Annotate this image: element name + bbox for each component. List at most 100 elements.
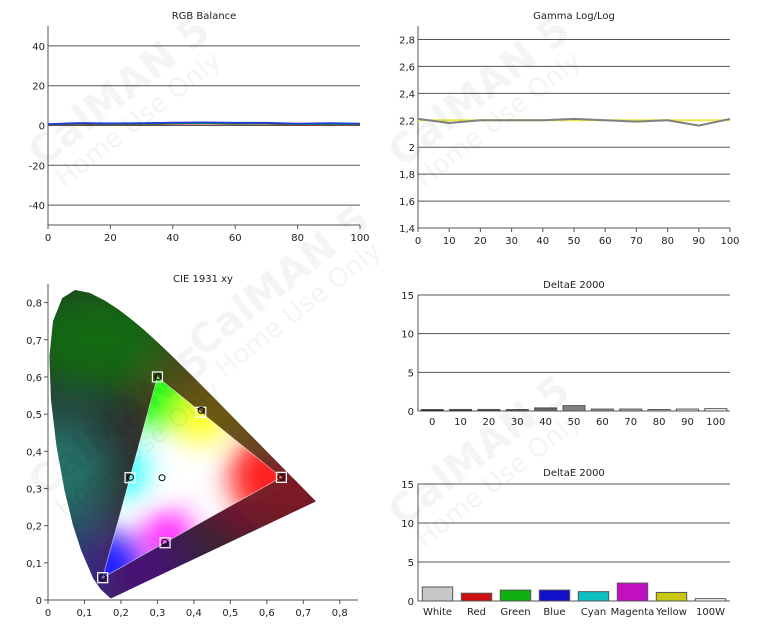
cie-chart: CIE 1931 xy 0 0,1 0,2 0,3 0,4 0,5 0,6 0,7 0,8 0 0,1… <box>0 262 378 636</box>
deltae-grayscale-svg: DeltaE 2000 0 5 10 15 0 10 20 30 40 50 60 70 80 90 100 <box>401 280 730 428</box>
cie-measured-point <box>158 474 166 482</box>
cie-target-marker <box>151 371 164 383</box>
cie-measured-point <box>126 473 134 481</box>
cie-y-tick-label: 0,4 <box>26 447 42 458</box>
deltae-color-x-tick-label: Blue <box>543 607 565 618</box>
deltae-color-title: DeltaE 2000 <box>543 468 605 479</box>
deltae-gray-y-tick-label: 0 <box>408 407 414 418</box>
cie-y-tick-label: 0,7 <box>26 336 42 347</box>
deltae-gray-x-tick-label: 40 <box>539 417 552 428</box>
cie-y-tick-label: 0 <box>36 596 42 607</box>
cie-target-marker <box>159 537 171 549</box>
rgb-x-tick-label: 0 <box>45 233 51 244</box>
gamma-x-tick-label: 90 <box>692 236 705 247</box>
cie-measured-point <box>99 574 107 582</box>
cie-y-tick-label: 0,2 <box>26 522 42 533</box>
deltae-gray-x-tick-label: 0 <box>429 417 435 428</box>
deltae-gray-bar <box>704 408 728 412</box>
cie-y-tick-label: 0,8 <box>26 299 42 310</box>
deltae-gray-bar <box>477 408 501 412</box>
rgb-y-tick-label: 20 <box>32 82 45 93</box>
cie-x-tick-label: 0,3 <box>149 608 165 619</box>
deltae-color-bar <box>655 591 688 602</box>
cie-target-marker <box>275 471 288 483</box>
cie-y-tick-label: 0,6 <box>26 373 42 384</box>
cie-target-marker <box>124 472 136 484</box>
deltae-gray-x-tick-label: 60 <box>596 417 609 428</box>
deltae-gray-x-tick-label: 70 <box>624 417 637 428</box>
deltae-color-x-tick-label: Magenta <box>611 607 655 618</box>
deltae-color-bar <box>616 582 649 602</box>
rgb-series-line-2 <box>47 121 361 126</box>
cie-measured-point <box>197 406 205 414</box>
cie-x-tick-label: 0,4 <box>186 608 202 619</box>
gamma-y-tick-label: 1,4 <box>399 224 415 235</box>
rgb-x-tick-label: 20 <box>104 233 117 244</box>
deltae-color-bar <box>577 591 610 602</box>
deltae-color-x-tick-label: 100W <box>696 607 725 618</box>
cie-title: CIE 1931 xy <box>173 274 233 285</box>
gamma-y-tick-label: 2,2 <box>399 116 415 127</box>
deltae-color-y-tick-label: 5 <box>408 558 414 569</box>
gamma-y-tick-label: 2,8 <box>399 35 415 46</box>
cie-x-tick-label: 0,7 <box>295 608 311 619</box>
rgb-balance-svg: RGB Balance -40 -20 0 20 40 0 20 40 60 80 100 <box>29 11 370 244</box>
deltae-gray-bar <box>562 405 586 412</box>
deltae-gray-bar <box>448 408 473 412</box>
gamma-x-tick-label: 70 <box>630 236 643 247</box>
cie-target-marker <box>156 472 168 484</box>
gamma-y-tick-label: 2 <box>409 143 415 154</box>
rgb-x-tick-label: 100 <box>350 233 369 244</box>
cie-y-tick-label: 0,5 <box>26 410 42 421</box>
deltae-gray-x-tick-label: 30 <box>511 417 524 428</box>
deltae-color-x-tick-label: Green <box>500 607 530 618</box>
deltae-gray-x-tick-label: 80 <box>653 417 666 428</box>
deltae-gray-x-tick-label: 20 <box>483 417 496 428</box>
cie-target-marker <box>97 572 109 584</box>
deltae-gray-x-tick-label: 50 <box>568 417 581 428</box>
deltae-gray-y-tick-label: 10 <box>401 330 414 341</box>
rgb-balance-chart: RGB Balance -40 -20 0 20 40 0 20 40 60 80 100 <box>0 0 378 258</box>
rgb-y-tick-label: -20 <box>29 161 45 172</box>
deltae-gray-y-tick-label: 5 <box>408 368 414 379</box>
gamma-x-tick-label: 80 <box>661 236 674 247</box>
cie-x-tick-label: 0,6 <box>259 608 275 619</box>
deltae-color-y-tick-label: 0 <box>408 597 414 608</box>
cie-y-tick-label: 0,1 <box>26 559 42 570</box>
gamma-y-tick-label: 1,6 <box>399 197 415 208</box>
rgb-x-tick-label: 40 <box>166 233 179 244</box>
cie-triangle-outline <box>102 376 282 579</box>
gamma-x-tick-label: 100 <box>720 236 739 247</box>
deltae-gray-y-tick-label: 15 <box>401 291 414 302</box>
deltae-color-x-tick-label: White <box>423 607 452 618</box>
deltae-gray-bar <box>505 409 529 412</box>
cie-measured-point <box>277 473 285 481</box>
gamma-x-tick-label: 50 <box>568 236 581 247</box>
rgb-y-tick-label: -40 <box>29 201 45 212</box>
gamma-x-tick-label: 30 <box>505 236 518 247</box>
cie-y-tick-label: 0,3 <box>26 484 42 495</box>
deltae-color-x-tick-label: Yellow <box>655 607 687 618</box>
gamma-x-tick-label: 40 <box>536 236 549 247</box>
gamma-x-tick-label: 20 <box>474 236 487 247</box>
gamma-y-tick-label: 2,4 <box>399 89 415 100</box>
deltae-color-bar <box>538 589 571 602</box>
rgb-title: RGB Balance <box>172 11 237 22</box>
gamma-y-tick-label: 1,8 <box>399 170 415 181</box>
deltae-color-x-tick-label: Red <box>467 607 486 618</box>
rgb-y-tick-label: 40 <box>32 42 45 53</box>
deltae-gray-bar <box>420 409 444 412</box>
cie-x-tick-label: 0,1 <box>77 608 93 619</box>
gamma-svg: Gamma Log/Log 1,4 1,6 1,8 2 2,2 2,4 2,6 2,8 0 10 20… <box>399 11 739 247</box>
deltae-color-y-tick-label: 10 <box>401 519 414 530</box>
rgb-y-tick-label: 0 <box>39 122 45 133</box>
deltae-gray-bar <box>619 408 643 412</box>
cie-x-tick-label: 0,8 <box>332 608 348 619</box>
deltae-gray-title: DeltaE 2000 <box>543 280 605 291</box>
gamma-y-tick-label: 2,6 <box>399 62 415 73</box>
rgb-x-tick-label: 80 <box>291 233 304 244</box>
deltae-colors-svg: DeltaE 2000 0 5 10 15 White Red Green Blue Cyan Ma… <box>401 468 730 618</box>
deltae-gray-x-tick-label: 90 <box>681 417 694 428</box>
rgb-x-tick-label: 60 <box>229 233 242 244</box>
deltae-gray-x-tick-label: 100 <box>706 417 725 428</box>
